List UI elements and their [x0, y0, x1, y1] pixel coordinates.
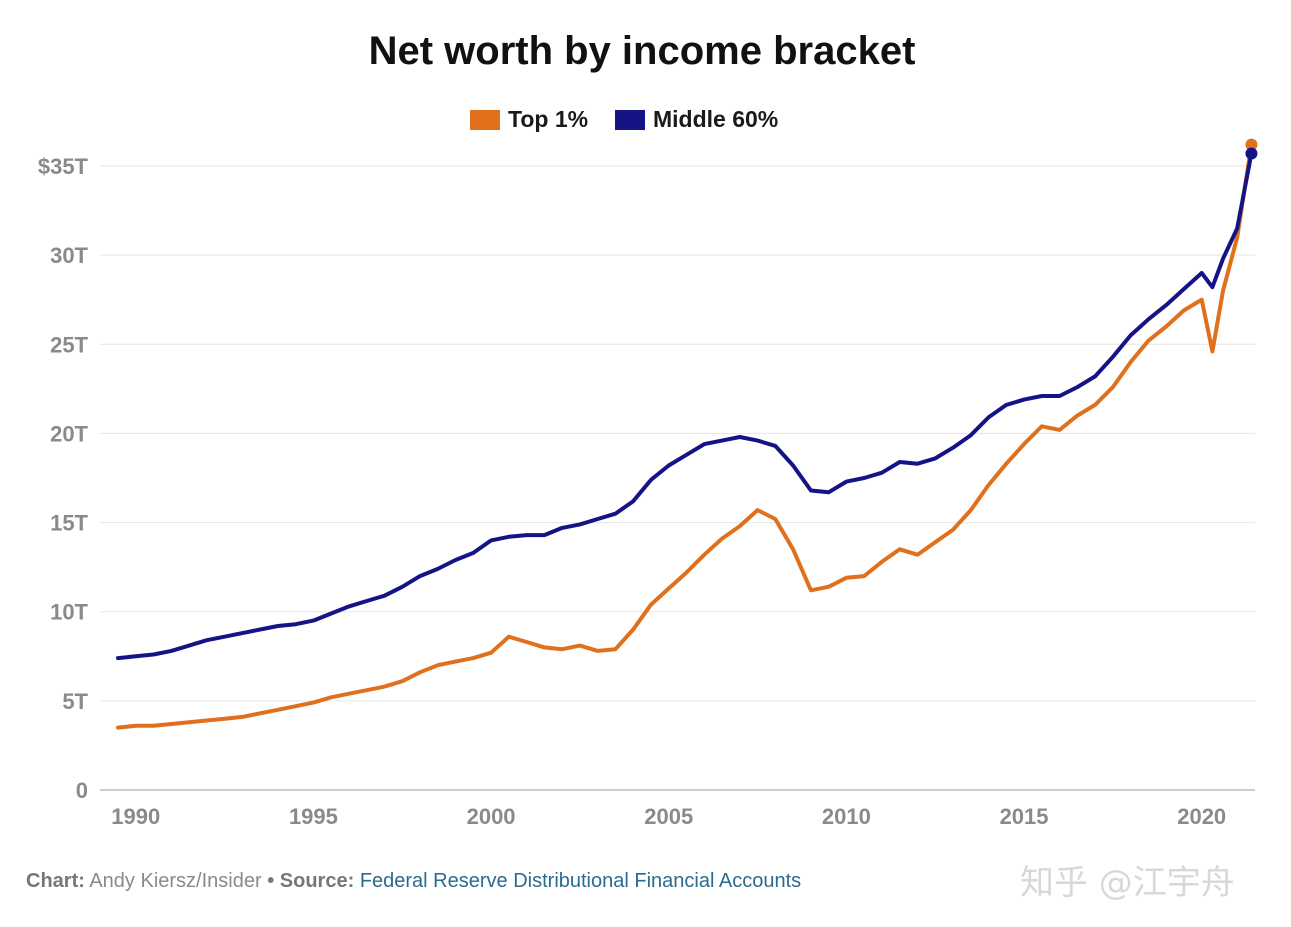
watermark: 知乎 @江宇舟 — [1020, 863, 1235, 903]
x-tick-label: 1990 — [111, 804, 160, 829]
x-tick-label: 2005 — [644, 804, 693, 829]
legend-swatch-middle-60 — [615, 110, 645, 130]
net-worth-chart: Net worth by income bracket Top 1% Middle… — [38, 29, 1258, 829]
legend-label-top-1: Top 1% — [508, 106, 588, 132]
end-point-top-1 — [1245, 138, 1258, 151]
y-tick-label: 25T — [50, 332, 88, 357]
x-axis-ticks: 1990 1995 2000 2005 2010 2015 2020 — [111, 804, 1226, 829]
source-label: Source: — [279, 870, 355, 892]
legend-label-middle-60: Middle 60% — [653, 106, 778, 132]
x-tick-label: 2020 — [1177, 804, 1226, 829]
series-lines — [116, 138, 1258, 730]
y-tick-label: 15T — [50, 511, 88, 536]
x-tick-label: 2015 — [1000, 804, 1049, 829]
chart-credit: Andy Kiersz/Insider — [89, 870, 262, 892]
y-axis-ticks: 0 5T 10T 15T 20T 25T 30T $35T — [38, 154, 89, 803]
x-tick-label: 1995 — [289, 804, 338, 829]
y-tick-label: $35T — [38, 154, 89, 179]
series-line-top-1 — [116, 142, 1254, 730]
chart-legend: Top 1% Middle 60% — [470, 106, 778, 132]
x-tick-label: 2000 — [467, 804, 516, 829]
footer-separator: • — [267, 870, 275, 892]
legend-swatch-top-1 — [470, 110, 500, 130]
source-link[interactable]: Federal Reserve Distributional Financial… — [359, 870, 802, 892]
grid-lines — [100, 165, 1255, 791]
y-tick-label: 20T — [50, 421, 88, 446]
chart-footer: Chart: Andy Kiersz/Insider • Source: Fed… — [26, 870, 801, 893]
chart-label: Chart: — [26, 870, 85, 892]
y-tick-label: 0 — [76, 778, 88, 803]
y-tick-label: 5T — [62, 689, 88, 714]
end-point-middle-60 — [1245, 147, 1258, 160]
y-tick-label: 10T — [50, 600, 88, 625]
x-tick-label: 2010 — [822, 804, 871, 829]
chart-title: Net worth by income bracket — [369, 29, 916, 73]
series-line-middle-60 — [116, 151, 1254, 661]
y-tick-label: 30T — [50, 243, 88, 268]
